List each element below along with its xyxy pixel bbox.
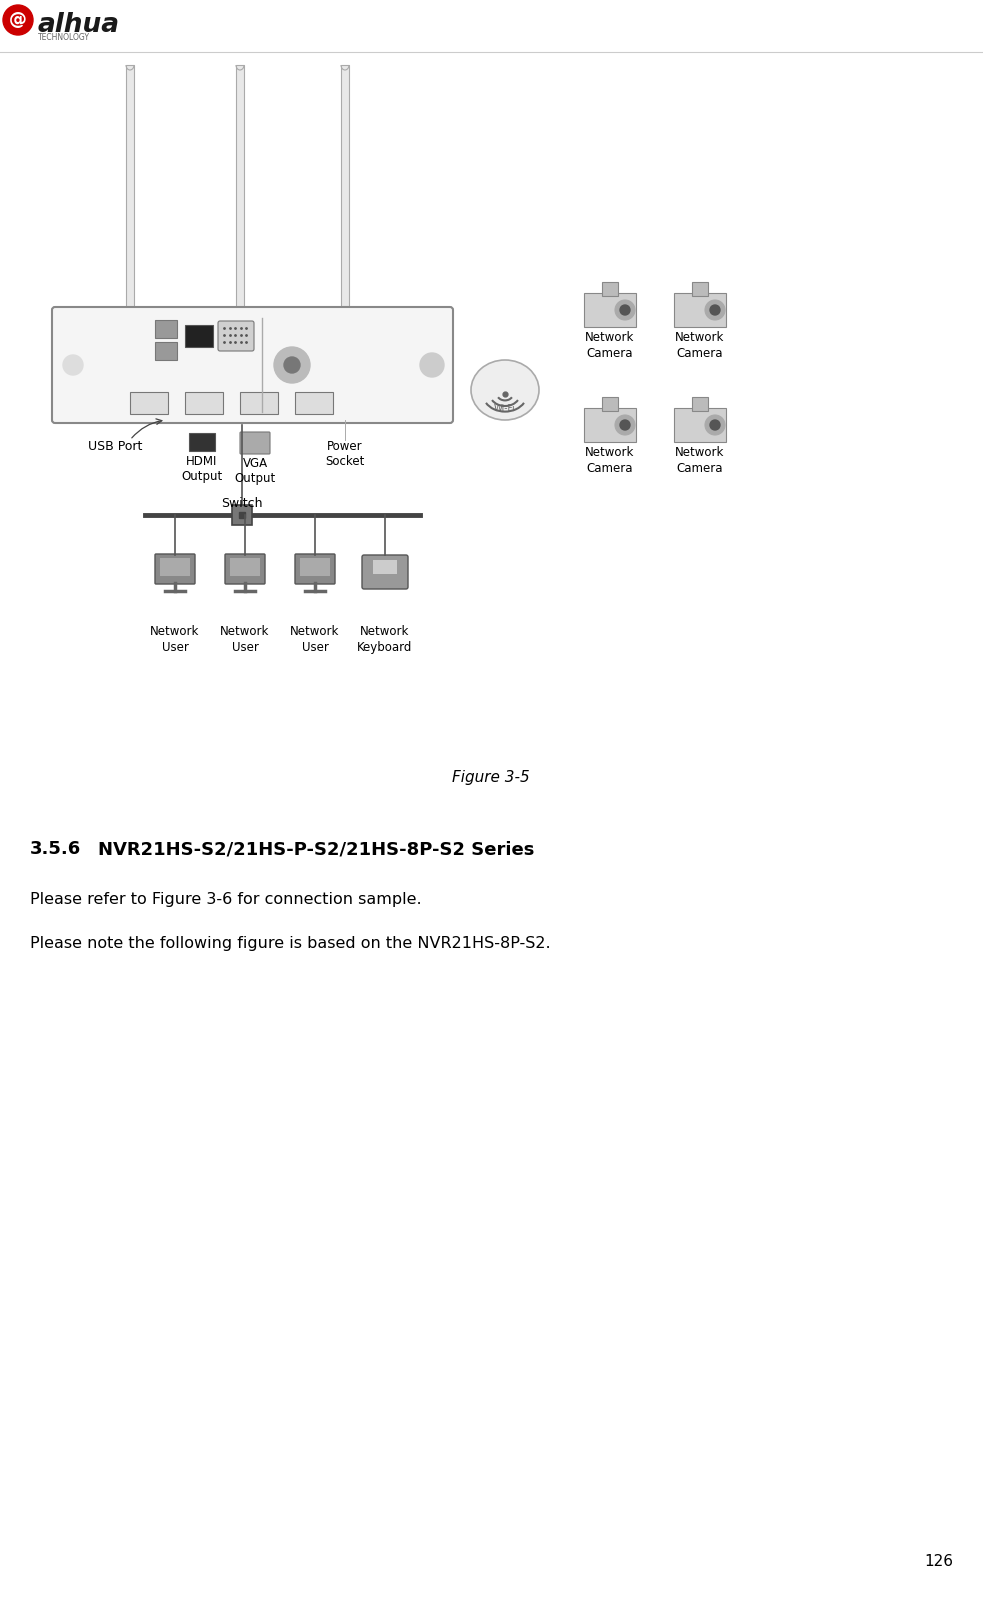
Bar xyxy=(692,397,708,411)
FancyBboxPatch shape xyxy=(674,408,726,441)
Text: Power
Socket: Power Socket xyxy=(325,440,365,469)
Text: Network
User: Network User xyxy=(290,625,340,654)
Bar xyxy=(602,281,618,296)
Text: Network
Keyboard: Network Keyboard xyxy=(357,625,413,654)
Circle shape xyxy=(710,421,720,430)
Text: USB Port: USB Port xyxy=(87,440,143,453)
Circle shape xyxy=(3,5,33,35)
FancyBboxPatch shape xyxy=(362,555,408,588)
FancyBboxPatch shape xyxy=(295,553,335,584)
Circle shape xyxy=(63,355,83,376)
Text: Network
Camera: Network Camera xyxy=(675,331,724,360)
FancyBboxPatch shape xyxy=(584,408,636,441)
Text: TECHNOLOGY: TECHNOLOGY xyxy=(38,34,90,42)
Text: VGA
Output: VGA Output xyxy=(234,457,275,484)
FancyBboxPatch shape xyxy=(584,293,636,328)
Text: Please refer to Figure 3-6 for connection sample.: Please refer to Figure 3-6 for connectio… xyxy=(30,892,422,907)
Bar xyxy=(130,392,168,414)
Bar xyxy=(300,558,330,576)
Bar xyxy=(185,325,213,347)
FancyBboxPatch shape xyxy=(218,321,254,352)
Bar xyxy=(692,281,708,296)
Circle shape xyxy=(620,305,630,315)
Circle shape xyxy=(615,416,635,435)
Circle shape xyxy=(620,421,630,430)
Bar xyxy=(295,392,333,414)
Bar xyxy=(230,558,260,576)
Ellipse shape xyxy=(471,360,539,421)
Text: 3.5.6: 3.5.6 xyxy=(30,839,82,859)
Bar xyxy=(373,560,397,574)
Text: Please note the following figure is based on the NVR21HS-8P-S2.: Please note the following figure is base… xyxy=(30,935,550,951)
Bar xyxy=(341,66,349,329)
Circle shape xyxy=(705,301,725,320)
Text: @: @ xyxy=(9,11,27,29)
Bar xyxy=(160,558,190,576)
Text: HDMI
Output: HDMI Output xyxy=(182,456,222,483)
Text: Figure 3-5: Figure 3-5 xyxy=(452,771,530,785)
FancyBboxPatch shape xyxy=(225,553,265,584)
Text: Network
Camera: Network Camera xyxy=(585,446,635,475)
FancyBboxPatch shape xyxy=(240,432,270,454)
Text: Network
Camera: Network Camera xyxy=(675,446,724,475)
Text: NVR21HS-S2/21HS-P-S2/21HS-8P-S2 Series: NVR21HS-S2/21HS-P-S2/21HS-8P-S2 Series xyxy=(98,839,535,859)
Bar xyxy=(602,397,618,411)
Bar xyxy=(155,320,177,337)
Text: Switch: Switch xyxy=(221,497,262,510)
Bar xyxy=(126,66,134,329)
Text: Network
Camera: Network Camera xyxy=(585,331,635,360)
Text: Network
User: Network User xyxy=(220,625,269,654)
Circle shape xyxy=(284,357,300,373)
Bar xyxy=(236,66,244,329)
Circle shape xyxy=(710,305,720,315)
Bar xyxy=(155,342,177,360)
Text: Wi-Fi: Wi-Fi xyxy=(494,403,516,413)
FancyBboxPatch shape xyxy=(155,553,195,584)
Circle shape xyxy=(420,353,444,377)
Text: 126: 126 xyxy=(924,1554,953,1569)
Text: alhua: alhua xyxy=(38,13,120,38)
FancyBboxPatch shape xyxy=(674,293,726,328)
Bar xyxy=(189,433,215,451)
FancyBboxPatch shape xyxy=(52,307,453,424)
Circle shape xyxy=(615,301,635,320)
Text: Network
User: Network User xyxy=(150,625,200,654)
Circle shape xyxy=(274,347,310,384)
Bar xyxy=(240,392,278,414)
Circle shape xyxy=(705,416,725,435)
Bar xyxy=(185,392,223,414)
